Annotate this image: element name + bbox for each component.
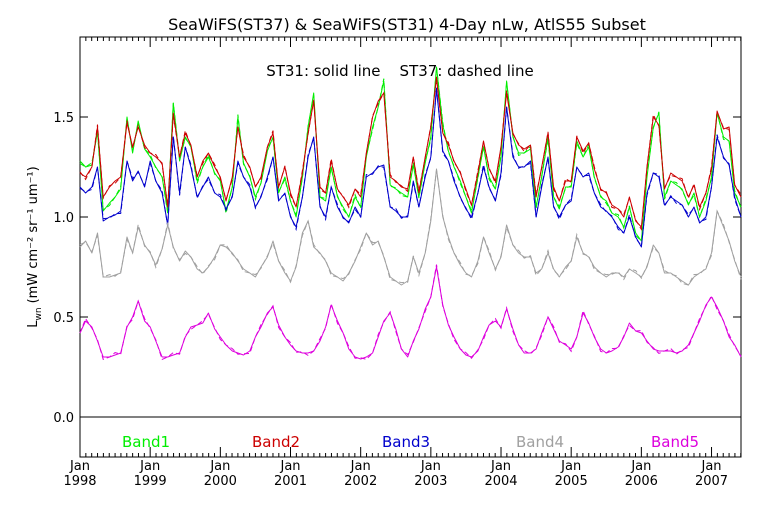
x-tick-month-6: Jan [490, 459, 511, 474]
y-axis-label-subscript: wn [34, 307, 44, 320]
x-tick-year-8: 2006 [625, 474, 658, 489]
x-tick-year-2: 2000 [204, 474, 237, 489]
x-tick-year-1: 1999 [134, 474, 167, 489]
series-line-band5-solid [79, 266, 742, 360]
legend-label-band1: Band1 [122, 433, 170, 451]
chart-title: SeaWiFS(ST37) & SeaWiFS(ST31) 4-Day nLw,… [168, 15, 646, 34]
x-tick-year-4: 2002 [344, 474, 377, 489]
x-tick-month-3: Jan [279, 459, 300, 474]
x-tick-year-5: 2003 [414, 474, 447, 489]
legend: Band1 Band2 Band3 Band4 Band5 [122, 433, 699, 451]
line-style-annotation: ST31: solid line ST37: dashed line [266, 62, 534, 80]
series-line-band2-dashed [79, 79, 742, 231]
series-line-band2-solid [79, 76, 742, 228]
series-line-band5-dashed [79, 264, 742, 361]
x-tick-month-4: Jan [350, 459, 371, 474]
x-tick-month-0: Jan [69, 459, 90, 474]
x-tick-year-0: 1998 [63, 474, 96, 489]
svg-text:Lwn(mW cm⁻² sr⁻¹ um⁻¹): Lwn (mW cm⁻² sr⁻¹ um⁻¹) [26, 166, 44, 327]
series-layer [79, 66, 742, 361]
legend-label-band4: Band4 [516, 433, 564, 451]
x-tick-year-3: 2001 [274, 474, 307, 489]
y-axis-ticks: 0.0 0.5 1.0 1.5 [53, 111, 741, 426]
x-tick-month-7: Jan [560, 459, 581, 474]
y-tick-label-0: 0.0 [53, 411, 74, 426]
y-axis-label: Lwn (mW cm⁻² sr⁻¹ um⁻¹) [26, 166, 44, 327]
y-tick-label-3: 1.5 [53, 111, 74, 126]
x-tick-month-2: Jan [209, 459, 230, 474]
legend-label-band5: Band5 [651, 433, 699, 451]
y-tick-label-2: 1.0 [53, 211, 74, 226]
x-tick-year-7: 2005 [555, 474, 588, 489]
y-tick-label-1: 0.5 [53, 311, 74, 326]
x-tick-month-8: Jan [630, 459, 651, 474]
x-tick-year-9: 2007 [695, 474, 728, 489]
series-line-band3-dashed [79, 87, 742, 248]
y-axis-label-main: L [26, 320, 41, 328]
x-tick-month-9: Jan [701, 459, 722, 474]
x-tick-month-1: Jan [139, 459, 160, 474]
legend-label-band3: Band3 [382, 433, 430, 451]
series-line-band4-dashed [79, 170, 742, 286]
x-tick-month-5: Jan [420, 459, 441, 474]
y-axis-label-units: (mW cm⁻² sr⁻¹ um⁻¹) [26, 166, 41, 303]
x-tick-year-6: 2004 [484, 474, 517, 489]
legend-label-band2: Band2 [252, 433, 300, 451]
x-axis-ticks: Jan1998Jan1999Jan2000Jan2001Jan2002Jan20… [63, 37, 742, 489]
